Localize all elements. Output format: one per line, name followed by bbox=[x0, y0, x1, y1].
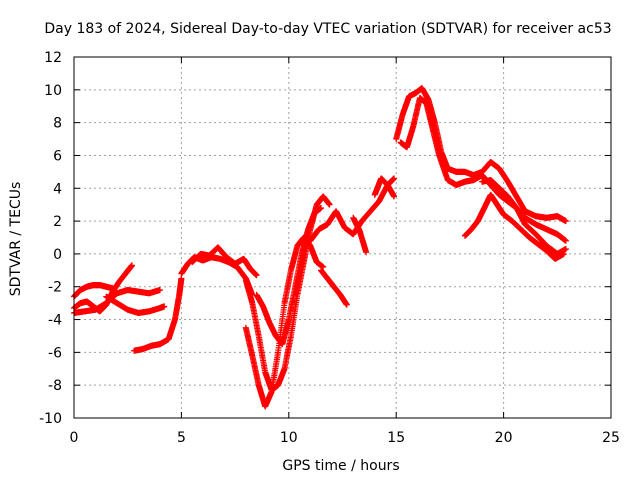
x-tick-label: 25 bbox=[602, 430, 620, 446]
x-tick-label: 20 bbox=[495, 430, 513, 446]
data-point bbox=[391, 175, 398, 182]
series-track bbox=[189, 244, 260, 279]
series-track bbox=[318, 267, 350, 308]
x-tick-label: 0 bbox=[70, 430, 79, 446]
series-track bbox=[479, 177, 569, 257]
data-point bbox=[128, 262, 135, 269]
data-point bbox=[391, 193, 398, 200]
series-track bbox=[103, 293, 168, 316]
x-tick-label: 10 bbox=[280, 430, 298, 446]
y-tick-label: -10 bbox=[39, 411, 62, 427]
series-track bbox=[393, 85, 569, 225]
y-tick-label: 4 bbox=[53, 181, 62, 197]
data-point bbox=[343, 301, 350, 308]
chart-title: Day 183 of 2024, Sidereal Day-to-day VTE… bbox=[44, 21, 611, 37]
y-axis-label: SDTVAR / TECUs bbox=[8, 182, 24, 297]
data-point bbox=[253, 272, 260, 279]
x-axis-label: GPS time / hours bbox=[282, 458, 399, 474]
y-tick-label: 2 bbox=[53, 214, 62, 230]
data-point bbox=[161, 303, 168, 310]
series-track bbox=[131, 275, 185, 354]
data-point bbox=[109, 285, 116, 292]
y-tick-label: -8 bbox=[48, 378, 62, 394]
series-track bbox=[307, 175, 398, 244]
data-point bbox=[320, 264, 327, 271]
series-track bbox=[242, 234, 327, 410]
x-tick-label: 5 bbox=[177, 430, 186, 446]
y-tick-label: 0 bbox=[53, 247, 62, 263]
axis-ticks: 0 5 10 15 20 25 -10 -8 -6 -4 -2 0 2 4 6 8 10 12 bbox=[39, 50, 620, 446]
y-tick-label: 12 bbox=[44, 50, 62, 66]
data-point bbox=[562, 245, 569, 252]
data-point bbox=[562, 237, 569, 244]
series-track bbox=[371, 175, 398, 200]
plot-frame bbox=[73, 56, 612, 419]
y-tick-label: -4 bbox=[48, 313, 62, 329]
data-point bbox=[318, 204, 325, 211]
y-tick-label: -6 bbox=[48, 345, 62, 361]
data-point bbox=[562, 218, 569, 225]
series-track bbox=[350, 214, 370, 256]
x-tick-label: 15 bbox=[387, 430, 405, 446]
data-point bbox=[326, 201, 333, 208]
y-tick-label: 8 bbox=[53, 116, 62, 132]
data-marks bbox=[71, 85, 569, 410]
y-tick-label: -2 bbox=[48, 280, 62, 296]
data-point bbox=[363, 249, 370, 256]
data-point bbox=[156, 287, 163, 294]
y-tick-label: 10 bbox=[44, 83, 62, 99]
series-track bbox=[253, 204, 325, 348]
y-tick-label: 6 bbox=[53, 148, 62, 164]
